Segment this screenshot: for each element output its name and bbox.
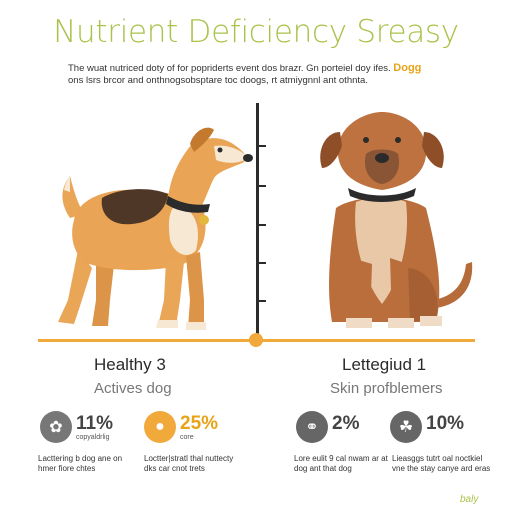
affected-dog-illustration: [320, 112, 473, 328]
subtitle-line-1: The wuat nutriced doty of for popriderts…: [68, 63, 391, 74]
subtitle-accent: Dogg: [393, 62, 422, 74]
right-column-title: Lettegiud 1: [342, 355, 427, 374]
stat-value: 11%: [76, 413, 113, 434]
stat-description: Lacttering b dog ane on hmer fiore chtes: [38, 454, 123, 473]
paw-icon: ✿: [40, 411, 72, 443]
stat-description: Lore eulit 9 cal nwam ar at dog ant that…: [294, 454, 388, 473]
stat-value: 25%: [180, 413, 219, 434]
stat-description: Lieasggs tutrt oal noctkiel vne the stay…: [392, 454, 491, 473]
page-title: Nutrient Deficiency Sreasy: [53, 14, 459, 50]
skin-icon: ⚭: [296, 411, 328, 443]
left-column-title: Healthy 3: [94, 355, 166, 374]
divider-tick: [259, 262, 266, 264]
subtitle-line-2: ons lsrs brcor and onthnogsobsptare toc …: [68, 75, 368, 86]
person-icon: ●: [144, 411, 176, 443]
healthy-dog-illustration: [58, 127, 253, 330]
center-divider: [256, 103, 259, 339]
ground-line-dot: [249, 333, 263, 347]
stat-value: 2%: [332, 413, 360, 434]
paw-print-icon: ☘: [390, 411, 422, 443]
divider-tick: [259, 224, 266, 226]
brand-logo: baly: [460, 494, 479, 505]
stat-value: 10%: [426, 413, 465, 434]
stat-label: copyaldrlig: [76, 434, 110, 441]
stat-label: core: [180, 434, 194, 441]
page-subtitle: The wuat nutriced doty of for popriderts…: [68, 62, 458, 87]
divider-tick: [259, 300, 266, 302]
divider-tick: [259, 185, 266, 187]
divider-tick: [259, 145, 266, 147]
right-column-subtitle: Skin profblemers: [330, 380, 443, 397]
left-column-subtitle: Actives dog: [94, 380, 172, 397]
stat-description: Loctter|stratl thal nuttecty dks car cno…: [144, 454, 234, 473]
